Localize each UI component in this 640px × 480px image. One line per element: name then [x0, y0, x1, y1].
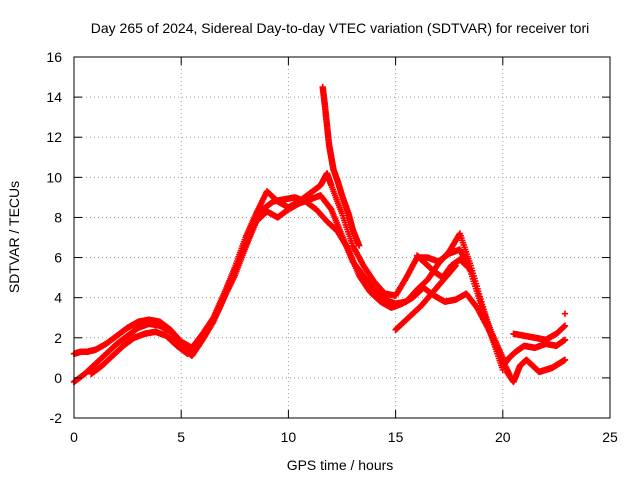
chart-title: Day 265 of 2024, Sidereal Day-to-day VTE… — [91, 20, 590, 36]
data-point — [561, 310, 569, 317]
y-tick-label: -2 — [50, 410, 63, 426]
data-point — [561, 356, 569, 364]
x-tick-label: 15 — [388, 429, 404, 445]
series-track-3 — [87, 194, 513, 378]
series-track-4 — [319, 83, 363, 249]
data-point — [561, 336, 569, 343]
y-tick-label: 2 — [54, 330, 62, 346]
y-tick-label: 8 — [54, 209, 62, 225]
series-track-8 — [499, 336, 569, 370]
ticks — [73, 56, 611, 419]
x-tick-label: 25 — [602, 429, 618, 445]
series-track-6 — [413, 252, 472, 281]
y-tick-label: 10 — [46, 169, 62, 185]
points — [70, 83, 569, 386]
y-tick-label: 0 — [54, 370, 62, 386]
y-tick-label: 6 — [54, 250, 62, 266]
y-tick-label: 12 — [46, 129, 62, 145]
data-point — [465, 264, 472, 271]
y-tick-label: 4 — [54, 290, 62, 306]
y-tick-label: 16 — [46, 49, 62, 65]
data-point — [355, 242, 363, 249]
x-tick-label: 5 — [177, 429, 185, 445]
series-track-9 — [510, 322, 569, 343]
series-track-7 — [503, 356, 569, 386]
x-axis-label: GPS time / hours — [287, 457, 394, 473]
x-tick-label: 20 — [495, 429, 511, 445]
series-track-10 — [561, 310, 569, 317]
data-point — [561, 322, 569, 329]
y-tick-label: 14 — [46, 89, 62, 105]
x-tick-label: 0 — [70, 429, 78, 445]
y-axis-label: SDTVAR / TECUs — [6, 181, 22, 293]
x-tick-label: 10 — [281, 429, 297, 445]
tick-labels: 0 5 10 15 20 25 -2 0 2 4 6 8 10 12 14 16 — [46, 49, 618, 445]
plot-frame — [73, 56, 611, 419]
